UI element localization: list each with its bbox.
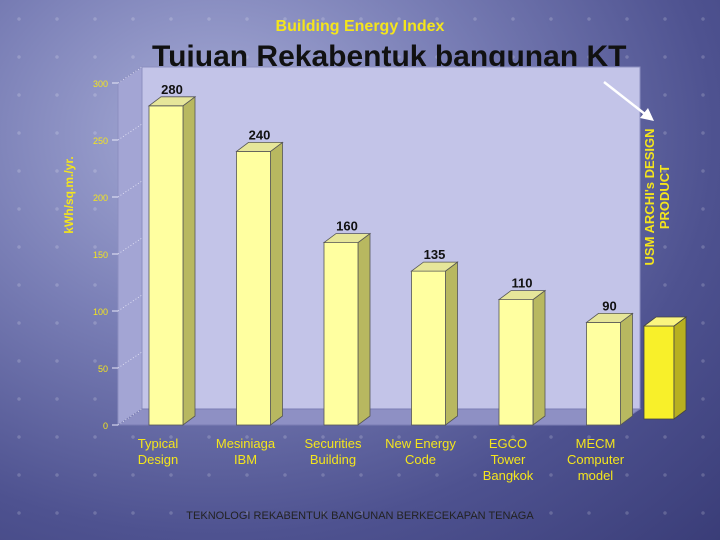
data-label-4: 110 xyxy=(512,276,533,291)
y-tick-guide-5 xyxy=(117,123,143,141)
bar-top-3 xyxy=(410,261,459,272)
category-label-0-0: Typical xyxy=(138,436,179,451)
y-tick-guide-2 xyxy=(117,294,143,312)
bar-3 xyxy=(411,270,446,426)
y-tick-label-6: 300 xyxy=(93,79,108,89)
highlight-bar-top xyxy=(642,316,688,327)
y-tick-guide-4 xyxy=(117,180,143,198)
category-label-1-0: Mesiniaga xyxy=(216,436,276,451)
y-tick-label-5: 250 xyxy=(93,136,108,146)
footer-text: TEKNOLOGI REKABENTUK BANGUNAN BERKECEKAP… xyxy=(186,510,534,522)
bar-side-2 xyxy=(357,232,371,426)
data-label-1: 240 xyxy=(249,127,271,142)
category-label-2-0: Securities xyxy=(304,436,362,451)
bar-top-0 xyxy=(147,96,197,107)
y-tick-label-3: 150 xyxy=(93,250,108,260)
category-label-5-2: model xyxy=(578,468,614,483)
bar-side-3 xyxy=(445,261,458,426)
bar-top-5 xyxy=(585,312,634,323)
highlight-label-line-2: PRODUCT xyxy=(657,164,672,230)
y-tick-guide-6 xyxy=(117,66,143,84)
category-label-4-2: Bangkok xyxy=(483,468,534,483)
y-axis-label: kWh/sq.m./yr. xyxy=(62,156,76,234)
y-tick-guide-1 xyxy=(117,351,143,369)
highlight-label: USM ARCHI's DESIGN PRODUCT xyxy=(642,82,672,312)
data-label-3: 135 xyxy=(424,247,446,262)
bar-top-1 xyxy=(235,141,284,152)
category-label-3-0: New Energy xyxy=(385,436,456,451)
y-tick-guide-0 xyxy=(117,408,143,426)
bar-0 xyxy=(148,105,184,426)
highlight-bar xyxy=(643,325,675,420)
y-tick-label-2: 100 xyxy=(93,307,108,317)
category-label-5-1: Computer xyxy=(567,452,625,467)
category-label-5-0: MECM xyxy=(576,436,616,451)
bar-1 xyxy=(236,150,271,426)
category-label-4-0: EGCO xyxy=(489,436,527,451)
bar-4 xyxy=(498,299,534,426)
bar-side-0 xyxy=(182,96,196,426)
chart-back-wall xyxy=(141,66,641,410)
y-tick-label-0: 0 xyxy=(103,421,108,431)
y-tick-guide-3 xyxy=(117,237,143,255)
pointer-arrow-shaft xyxy=(603,81,651,119)
category-label-1-1: IBM xyxy=(234,452,257,467)
y-tick-label-4: 200 xyxy=(93,193,108,203)
pointer-arrow-head xyxy=(640,108,654,121)
bar-top-4 xyxy=(497,290,547,301)
bar-side-4 xyxy=(532,289,546,426)
category-label-3-1: Code xyxy=(405,452,436,467)
category-label-4-1: Tower xyxy=(491,452,526,467)
highlight-bar-side xyxy=(673,316,687,420)
category-label-2-1: Building xyxy=(310,452,356,467)
bar-top-2 xyxy=(322,233,372,244)
data-label-2: 160 xyxy=(336,219,358,234)
bar-2 xyxy=(323,242,359,426)
bar-side-1 xyxy=(270,141,283,426)
chart-floor xyxy=(116,408,642,426)
chart-title: Building Energy Index xyxy=(275,18,445,35)
data-label-5: 90 xyxy=(602,298,616,313)
chart-side-wall xyxy=(117,66,143,426)
data-label-0: 280 xyxy=(161,82,183,97)
y-tick-label-1: 50 xyxy=(98,364,108,374)
highlight-label-line-1: USM ARCHI's DESIGN xyxy=(642,128,657,266)
bar-5 xyxy=(586,321,621,426)
category-label-0-1: Design xyxy=(138,452,178,467)
bar-side-5 xyxy=(620,312,633,426)
